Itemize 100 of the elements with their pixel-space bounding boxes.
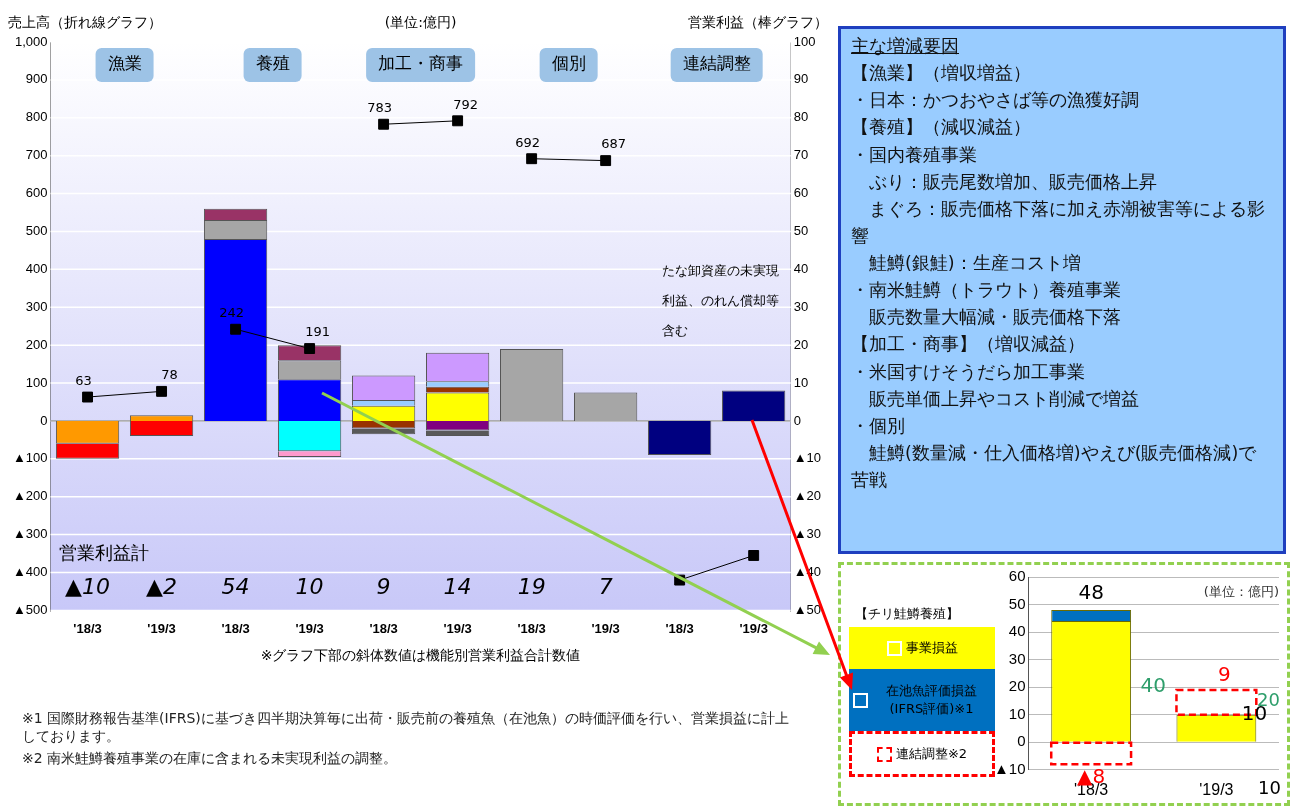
y2-tick-label: 90 xyxy=(793,71,809,87)
text: 【加工・商事】（増収減益） xyxy=(851,333,1086,357)
annotation: 14 xyxy=(443,574,472,600)
y-tick-label: 100 xyxy=(25,374,48,390)
point xyxy=(452,115,464,127)
y-axis-title: 売上高（折れ線グラフ） xyxy=(8,13,162,30)
x-tick-label: '19/3 xyxy=(1199,780,1234,798)
y-tick-label: 600 xyxy=(25,185,48,201)
y2-tick-label: 70 xyxy=(793,147,809,163)
annotation: 19 xyxy=(517,574,546,600)
x-tick-label: '19/3 xyxy=(591,620,620,636)
data-label: 191 xyxy=(305,324,331,340)
legend-label: 連結調整※2 xyxy=(895,745,968,763)
y-tick-label: 50 xyxy=(1008,594,1026,612)
text: ・日本：かつおやさば等の漁獲好調 xyxy=(851,89,1140,113)
text: 【養殖】（減収減益） xyxy=(851,116,1032,140)
annotation: 連結調整 xyxy=(682,53,751,74)
y-tick-label: 200 xyxy=(25,336,48,352)
annotation: 個別 xyxy=(551,53,586,74)
y2-tick-label: ▲10 xyxy=(793,450,821,466)
y-tick-label: 300 xyxy=(25,298,48,314)
legend-label: 事業損益 xyxy=(905,639,958,657)
y-tick-label: 900 xyxy=(25,71,48,87)
x-tick-label: '19/3 xyxy=(739,620,768,636)
y2-axis-title: 営業利益（棒グラフ） xyxy=(688,13,828,30)
text: 販売数量大幅減・販売価格下落 xyxy=(868,306,1122,330)
text: 【チリ鮭鱒養殖】 xyxy=(855,605,960,623)
point xyxy=(378,118,390,130)
x-tick-label: '18/3 xyxy=(517,620,546,636)
x-tick-label: '19/3 xyxy=(147,620,176,636)
annotation: 加工・商事 xyxy=(378,53,464,74)
y-tick-label: ▲300 xyxy=(12,526,48,542)
y-tick-label: 40 xyxy=(1008,622,1026,640)
y2-tick-label: 100 xyxy=(793,33,816,49)
data-label: 242 xyxy=(219,305,244,321)
y2-tick-label: ▲30 xyxy=(793,526,821,542)
text: 販売単価上昇やコスト削減で増益 xyxy=(868,387,1140,411)
annotation: ▲2 xyxy=(146,574,178,600)
y2-tick-label: 10 xyxy=(793,374,809,390)
y2-tick-label: 50 xyxy=(793,223,809,239)
y2-tick-label: 60 xyxy=(793,185,809,201)
data-label: 783 xyxy=(367,100,393,116)
y-tick-label: 700 xyxy=(25,147,48,163)
y2-tick-label: 20 xyxy=(793,336,809,352)
y-tick-label: 1,000 xyxy=(15,33,48,49)
x-tick-label: '18/3 xyxy=(73,620,102,636)
y-tick-label: ▲400 xyxy=(12,564,48,580)
bar xyxy=(1049,741,1133,766)
annotation: 養殖 xyxy=(255,53,290,74)
annotation: 10 xyxy=(295,574,324,600)
x-tick-label: '18/3 xyxy=(665,620,694,636)
y2-tick-label: ▲20 xyxy=(793,488,821,504)
x-tick-label: '18/3 xyxy=(369,620,398,636)
annotation: 9 xyxy=(1218,662,1231,687)
annotation: (単位：億円) xyxy=(1203,584,1279,600)
y-tick-label: ▲100 xyxy=(12,450,48,466)
text: ※グラフ下部の斜体数値は機能別営業利益合計数値 xyxy=(260,646,581,663)
point xyxy=(600,155,612,167)
y2-tick-label: ▲50 xyxy=(793,601,821,617)
y-tick-label: 0 xyxy=(40,412,48,428)
y-tick-label: ▲200 xyxy=(12,488,48,504)
text: ・米国すけそうだら加工事業 xyxy=(851,360,1086,384)
y-tick-label: ▲10 xyxy=(994,759,1026,777)
text: 主な増減要因 xyxy=(851,35,960,58)
point xyxy=(230,323,242,335)
x-tick-label: '19/3 xyxy=(295,620,324,636)
text: ・南米鮭鱒（トラウト）養殖事業 xyxy=(851,279,1122,303)
text: ※1 国際財務報告基準(IFRS)に基づき四半期決算毎に出荷・販売前の養殖魚（在池魚）の時価評価を行い、営業損益に計上しております。 xyxy=(22,710,790,746)
y-tick-label: 10 xyxy=(1008,704,1026,722)
data-label: 78 xyxy=(161,367,178,383)
data-label: 63 xyxy=(75,372,92,388)
data-label: 687 xyxy=(601,136,627,152)
y-tick-label: 30 xyxy=(1008,649,1026,667)
y-tick-label: 20 xyxy=(1008,677,1026,695)
text: (単位:億円) xyxy=(384,13,457,30)
annotation: 54 xyxy=(221,574,250,600)
point xyxy=(304,343,316,355)
y2-tick-label: 80 xyxy=(793,109,809,125)
annotation: 48 xyxy=(1078,579,1104,604)
text: 【漁業】（増収増益） xyxy=(851,62,1032,86)
text: 鮭鱒(銀鮭)：生産コスト増 xyxy=(868,252,1082,275)
y-tick-label: 60 xyxy=(1008,567,1026,585)
text: 10 xyxy=(1258,776,1281,798)
point xyxy=(748,550,760,561)
y-tick-label: ▲500 xyxy=(12,601,48,617)
annotation: たな卸資産の未実現利益、のれん償却等含む xyxy=(661,263,779,339)
y-tick-label: 400 xyxy=(25,260,48,276)
x-tick-label: '19/3 xyxy=(443,620,472,636)
legend-label: 在池魚評価損益(IFRS評価)※1 xyxy=(885,682,978,718)
annotation: 9 xyxy=(376,574,391,600)
text: ※2 南米鮭鱒養殖事業の在庫に含まれる未実現利益の調整。 xyxy=(22,750,399,768)
annotation: 漁業 xyxy=(107,53,142,74)
data-label: 792 xyxy=(453,96,479,112)
y2-tick-label: 30 xyxy=(793,298,809,314)
point xyxy=(526,153,538,165)
y-tick-label: 0 xyxy=(1017,732,1026,750)
annotation: 40 xyxy=(1140,673,1166,698)
text: ・個別 xyxy=(851,414,906,438)
point xyxy=(156,385,168,397)
y2-tick-label: 40 xyxy=(793,260,809,276)
